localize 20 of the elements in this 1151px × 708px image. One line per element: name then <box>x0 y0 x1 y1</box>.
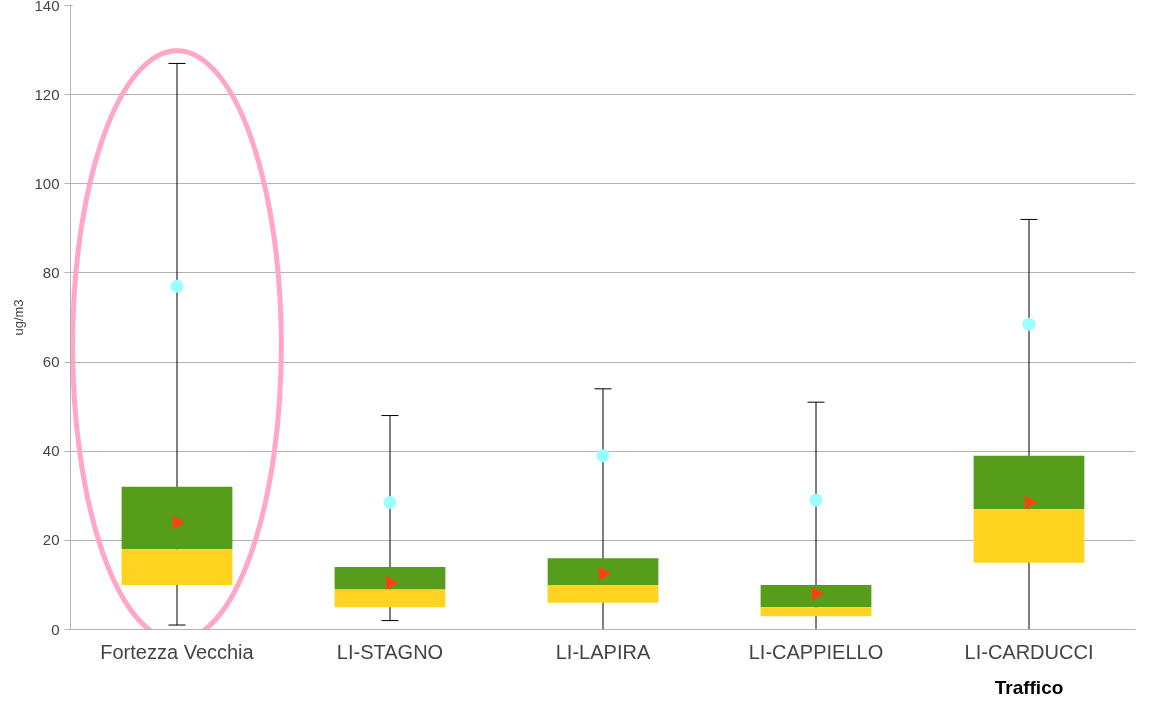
point <box>596 449 610 463</box>
text: Traffico <box>994 676 1064 698</box>
y-tick-label: 140 <box>34 0 60 14</box>
x-tick-label: LI-CAPPIELLO <box>748 640 884 663</box>
point <box>1022 317 1036 331</box>
y-tick-label: 20 <box>42 531 60 549</box>
y-tick-label: 100 <box>34 174 60 192</box>
x-tick-label: Fortezza Vecchia <box>100 640 255 663</box>
y-tick-label: 60 <box>42 353 60 371</box>
x-tick-label: LI-CARDUCCI <box>964 640 1094 663</box>
x-tick-label: LI-LAPIRA <box>555 640 651 663</box>
point <box>170 279 184 293</box>
y-tick-label: 40 <box>42 442 60 460</box>
x-tick-label: LI-STAGNO <box>336 640 444 663</box>
point <box>383 495 397 509</box>
point <box>809 493 823 507</box>
y-axis-title: ug/m3 <box>11 299 27 336</box>
y-tick-label: 80 <box>42 263 60 281</box>
y-tick-label: 0 <box>51 620 60 638</box>
y-tick-label: 120 <box>34 85 60 103</box>
